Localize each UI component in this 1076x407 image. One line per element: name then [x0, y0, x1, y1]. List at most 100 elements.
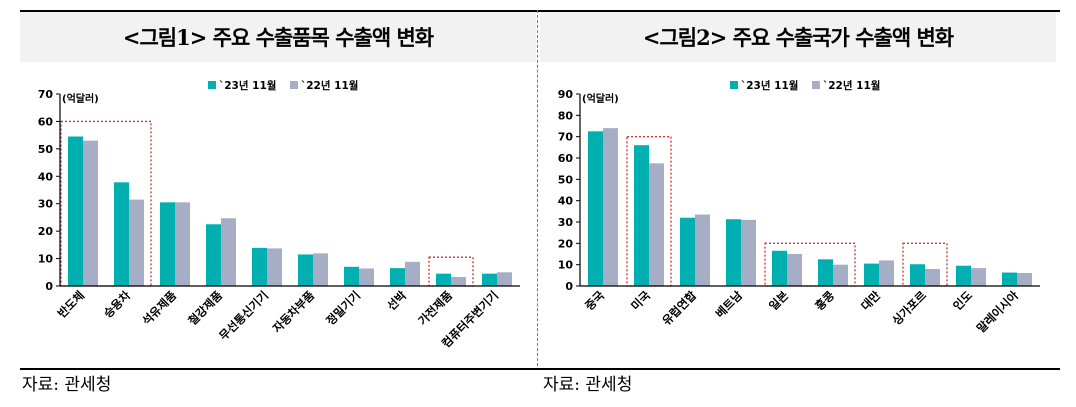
x-tick-label: 반도체 — [55, 288, 87, 320]
unit-label: (억달러) — [62, 92, 99, 105]
legend-label: `22년 11월 — [301, 79, 358, 92]
bar — [588, 131, 603, 286]
legend-label: `23년 11월 — [219, 79, 276, 92]
bar — [83, 140, 98, 286]
bar — [160, 202, 175, 286]
chart-export-countries: 0 10 20 30 40 50 60 70 80 90 (억달러) `23년 11월 `22년 11월… — [558, 79, 1040, 336]
bar — [910, 264, 925, 286]
bar — [359, 268, 374, 286]
bar — [879, 260, 894, 286]
x-tick-label: 자동차부품 — [270, 288, 318, 336]
x-tick-label: 유럽연합 — [659, 288, 699, 328]
x-tick-label: 무선통신기기 — [216, 288, 271, 343]
x-tick-label: 싱가포르 — [889, 288, 929, 328]
panel-title-items: <그림1> 주요 수출품목 수출액 변화 — [20, 12, 536, 62]
bar — [267, 248, 282, 286]
x-tick-label: 말레이시아 — [974, 288, 1022, 336]
x-tick-label: 대만 — [858, 288, 883, 313]
y-tick-label: 20 — [558, 237, 574, 250]
bar — [344, 266, 359, 286]
x-tick-label: 중국 — [582, 288, 607, 313]
x-tick-label: 정밀기기 — [323, 288, 363, 328]
source-note-left: 자료: 관세청 — [22, 375, 112, 395]
bar — [741, 219, 756, 286]
panel-title-countries: <그림2> 주요 수출국가 수출액 변화 — [540, 12, 1056, 62]
legend-swatch — [208, 81, 216, 89]
bar — [925, 268, 940, 286]
highlight-box — [60, 120, 152, 287]
x-tick-label: 인도 — [950, 288, 975, 313]
x-tick-label: 철강제품 — [185, 288, 225, 328]
bar — [772, 250, 787, 286]
y-tick-label: 10 — [558, 259, 574, 272]
y-tick-label: 60 — [38, 115, 54, 128]
bar — [175, 202, 190, 286]
bar — [971, 268, 986, 286]
bar — [497, 272, 512, 286]
y-tick-label: 20 — [38, 225, 54, 238]
panel-export-items: <그림1> 주요 수출품목 수출액 변화 0 10 20 30 40 50 60 70 (억달러… — [20, 12, 536, 364]
bar — [451, 276, 466, 286]
bar — [482, 273, 497, 286]
y-tick-label: 80 — [558, 109, 574, 122]
legend-swatch — [290, 81, 298, 89]
bar — [634, 145, 649, 286]
bar — [956, 265, 971, 286]
figure-frame — [20, 10, 1060, 370]
x-tick-label: 홍콩 — [812, 288, 837, 313]
x-tick-label: 가전제품 — [415, 288, 455, 328]
legend-label: `22년 11월 — [823, 79, 880, 92]
bar — [787, 254, 802, 286]
bar — [206, 224, 221, 286]
bar — [252, 247, 267, 286]
y-tick-label: 50 — [38, 143, 54, 156]
legend-label: `23년 11월 — [741, 79, 798, 92]
bar — [649, 163, 664, 286]
x-tick-label: 일본 — [766, 288, 791, 313]
bar — [129, 199, 144, 286]
x-tick-label: 석유제품 — [139, 288, 179, 328]
legend-swatch — [812, 81, 820, 89]
y-tick-label: 30 — [558, 216, 574, 229]
panel-export-countries: <그림2> 주요 수출국가 수출액 변화 0 10 20 30 40 50 60 70 80 90… — [540, 12, 1056, 364]
panel-divider — [537, 10, 538, 366]
bar — [221, 218, 236, 286]
bar — [833, 264, 848, 286]
legend-swatch — [730, 81, 738, 89]
source-note-right: 자료: 관세청 — [543, 375, 633, 395]
y-tick-label: 30 — [38, 198, 54, 211]
bar — [1017, 272, 1032, 286]
y-tick-label: 10 — [38, 253, 54, 266]
y-tick-label: 90 — [558, 88, 574, 101]
bar — [313, 253, 328, 286]
bar — [114, 182, 129, 286]
x-tick-label: 승용차 — [101, 288, 134, 321]
bar — [298, 254, 313, 286]
bar — [818, 259, 833, 286]
y-tick-label: 0 — [45, 280, 53, 293]
y-tick-label: 0 — [565, 280, 573, 293]
bar — [695, 214, 710, 286]
bar — [405, 261, 420, 286]
unit-label: (억달러) — [582, 92, 619, 105]
highlight-box — [428, 256, 474, 287]
bar — [680, 217, 695, 286]
x-tick-label: 베트남 — [713, 288, 746, 321]
y-tick-label: 50 — [558, 173, 574, 186]
x-tick-label: 선박 — [384, 288, 409, 313]
highlight-box — [626, 136, 672, 287]
y-tick-label: 60 — [558, 152, 574, 165]
bar — [390, 268, 405, 286]
y-tick-label: 70 — [38, 88, 54, 101]
x-tick-label: 미국 — [628, 288, 653, 313]
bar — [726, 219, 741, 286]
y-tick-label: 40 — [558, 195, 574, 208]
bar — [436, 273, 451, 286]
bar — [864, 263, 879, 286]
bar — [1002, 272, 1017, 286]
bar — [603, 128, 618, 286]
y-tick-label: 40 — [38, 170, 54, 183]
y-tick-label: 70 — [558, 131, 574, 144]
bar — [68, 136, 83, 286]
